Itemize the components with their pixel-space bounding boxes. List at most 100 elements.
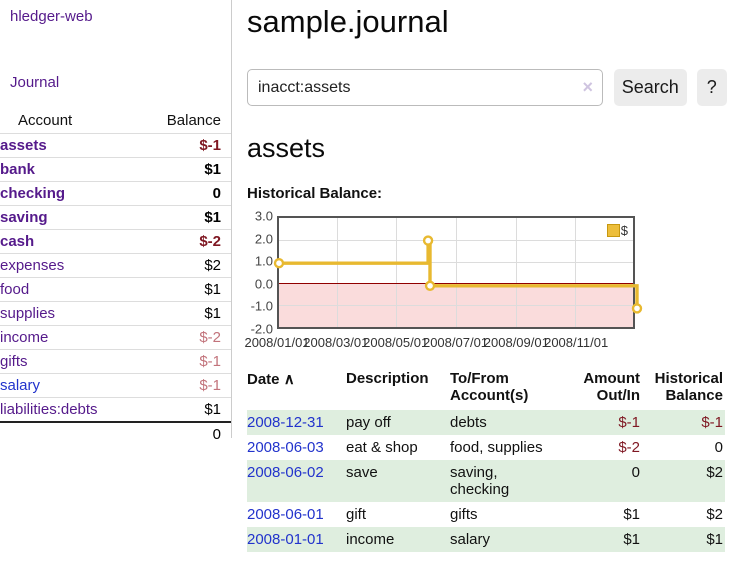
data-point-marker <box>424 280 436 292</box>
accounts-table: Account Balance assets $-1 bank $1 check… <box>0 109 231 446</box>
account-balance: $2 <box>125 252 231 277</box>
description-column-header: Description <box>346 370 429 387</box>
y-tick-label: -2.0 <box>250 321 273 337</box>
transaction-row: 2008-06-03 eat & shop food, supplies $-2… <box>247 435 725 460</box>
transaction-description: pay off <box>346 410 450 435</box>
transaction-amount: $1 <box>572 527 642 552</box>
account-balance: $1 <box>125 156 231 181</box>
account-balance: $1 <box>125 276 231 301</box>
account-heading: assets <box>247 133 326 163</box>
account-link-cash[interactable]: cash <box>0 232 35 250</box>
account-link-salary[interactable]: salary <box>0 376 41 394</box>
x-tick-label: 2008/05/01 <box>363 335 429 350</box>
transaction-date-link[interactable]: 2008-06-01 <box>247 506 324 523</box>
transaction-accounts: debts <box>450 410 572 435</box>
account-balance: $-2 <box>125 324 231 349</box>
transaction-accounts: food, supplies <box>450 439 543 456</box>
transaction-balance: $2 <box>642 460 725 502</box>
page-title: sample.journal <box>247 4 449 39</box>
account-link-liabilities-debts[interactable]: liabilities:debts <box>0 400 98 418</box>
account-balance: $-2 <box>125 228 231 253</box>
account-balance: 0 <box>125 180 231 205</box>
help-button[interactable]: ? <box>696 69 727 106</box>
amount-column-header: Amount Out/In <box>583 370 640 404</box>
transaction-description: eat & shop <box>346 439 418 456</box>
account-link-food[interactable]: food <box>0 280 30 298</box>
search-button[interactable]: Search <box>614 69 687 106</box>
account-balance: $-1 <box>125 348 231 373</box>
x-tick-label: 2008/01/01 <box>244 335 310 350</box>
transaction-date-link[interactable]: 2008-06-03 <box>247 439 324 456</box>
legend-swatch-icon <box>606 224 620 237</box>
account-balance: $1 <box>125 300 231 325</box>
account-link-assets[interactable]: assets <box>0 136 47 154</box>
transaction-balance: $1 <box>642 527 725 552</box>
balance-step-line <box>279 238 639 309</box>
transaction-accounts: saving, checking <box>450 460 572 502</box>
transaction-row: 2008-01-01 income salary $1 $1 <box>247 527 725 552</box>
sidebar-item-journal[interactable]: Journal <box>10 74 60 91</box>
clear-search-icon[interactable]: × <box>582 77 593 97</box>
account-row-liabilities-debts: liabilities:debts $1 <box>0 396 231 422</box>
transaction-balance: 0 <box>714 439 723 456</box>
transaction-date-link[interactable]: 2008-01-01 <box>247 531 324 548</box>
chart-x-axis: 2008/01/01 2008/03/01 2008/05/01 2008/07… <box>244 335 635 351</box>
account-balance: $1 <box>125 204 231 229</box>
accounts-table-header: Account Balance <box>0 109 231 133</box>
sidebar: hledger-web Journal Account Balance asse… <box>0 0 232 446</box>
chart-legend: $ <box>606 223 628 238</box>
account-row-saving: saving $1 <box>0 204 231 229</box>
account-link-bank[interactable]: bank <box>0 160 36 178</box>
date-column-header[interactable]: Date ∧ <box>247 371 295 388</box>
account-row-checking: checking 0 <box>0 180 231 205</box>
accounts-column-header: To/From Account(s) <box>450 370 529 404</box>
y-tick-label: 3.0 <box>254 208 273 224</box>
transaction-description: income <box>346 527 450 552</box>
balance-markers <box>273 235 643 314</box>
account-row-bank: bank $1 <box>0 156 231 181</box>
account-row-salary: salary $-1 <box>0 372 231 397</box>
account-row-food: food $1 <box>0 276 231 301</box>
brand-link[interactable]: hledger-web <box>10 8 93 25</box>
transaction-description: save <box>346 460 450 502</box>
x-tick-label: 2008/03/01 <box>303 335 369 350</box>
account-link-supplies[interactable]: supplies <box>0 304 56 322</box>
x-tick-label: 2008/11/01 <box>544 335 609 350</box>
x-tick-label: 2008/07/01 <box>422 335 489 350</box>
transaction-date-link[interactable]: 2008-06-02 <box>247 464 324 481</box>
account-balance: $1 <box>125 396 231 422</box>
data-point-marker <box>273 258 285 269</box>
sort-ascending-icon: ∧ <box>283 371 295 388</box>
y-tick-label: 1.0 <box>254 253 273 269</box>
transactions-header-row: Date ∧ Description To/From Account(s) Am… <box>247 368 725 410</box>
transactions-table: Date ∧ Description To/From Account(s) Am… <box>247 368 725 552</box>
search-form: × Search ? <box>247 69 727 106</box>
balance-column-header: Balance <box>166 112 221 130</box>
transaction-row: 2008-06-02 save saving, checking 0 $2 <box>247 460 725 502</box>
transaction-row: 2008-06-01 gift gifts $1 $2 <box>247 502 725 527</box>
transaction-description: gift <box>346 506 367 523</box>
search-input[interactable] <box>247 69 603 106</box>
account-row-expenses: expenses $2 <box>0 252 231 277</box>
transaction-balance: $-1 <box>642 410 725 435</box>
chart-y-axis: 3.0 2.0 1.0 0.0 -1.0 -2.0 <box>247 209 273 337</box>
account-row-supplies: supplies $1 <box>0 300 231 325</box>
balance-line-chart <box>273 235 643 314</box>
account-link-expenses[interactable]: expenses <box>0 256 65 274</box>
transaction-amount: $1 <box>623 506 640 523</box>
account-link-gifts[interactable]: gifts <box>0 352 28 370</box>
account-balance: $-1 <box>125 372 231 397</box>
account-link-checking[interactable]: checking <box>0 184 66 202</box>
transaction-amount: $-2 <box>618 439 640 456</box>
transaction-date-link[interactable]: 2008-12-31 <box>247 414 324 431</box>
main-content: sample.journal × Search ? assets Histori… <box>244 0 727 552</box>
account-row-cash: cash $-2 <box>0 228 231 253</box>
chart-title: Historical Balance: <box>247 185 383 202</box>
accounts-total-row: 0 <box>0 420 231 446</box>
account-link-saving[interactable]: saving <box>0 208 48 226</box>
y-tick-label: 2.0 <box>254 231 273 247</box>
chart-plot-area: $ <box>273 216 643 329</box>
account-link-income[interactable]: income <box>0 328 49 346</box>
balance-column-header: Historical Balance <box>654 370 723 404</box>
y-tick-label: -1.0 <box>250 298 273 314</box>
